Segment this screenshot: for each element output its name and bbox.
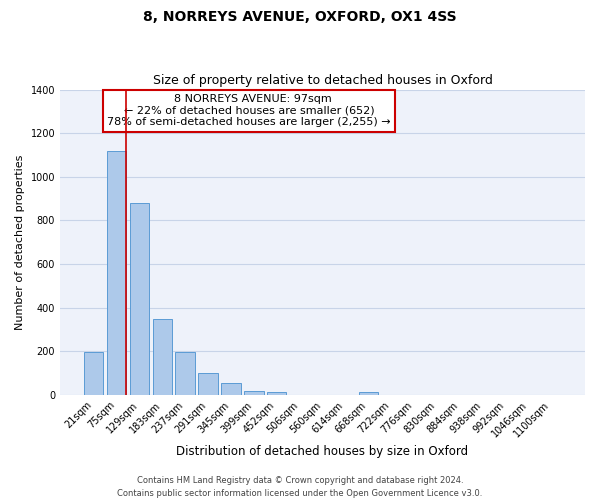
Bar	[267, 392, 286, 395]
Bar	[359, 392, 378, 395]
Text: 8 NORREYS AVENUE: 97sqm
← 22% of detached houses are smaller (652)
78% of semi-d: 8 NORREYS AVENUE: 97sqm ← 22% of detache…	[107, 94, 391, 128]
Y-axis label: Number of detached properties: Number of detached properties	[15, 154, 25, 330]
Text: 8, NORREYS AVENUE, OXFORD, OX1 4SS: 8, NORREYS AVENUE, OXFORD, OX1 4SS	[143, 10, 457, 24]
Bar	[130, 203, 149, 395]
Text: Contains HM Land Registry data © Crown copyright and database right 2024.
Contai: Contains HM Land Registry data © Crown c…	[118, 476, 482, 498]
Bar	[152, 318, 172, 395]
Bar	[175, 352, 195, 395]
Title: Size of property relative to detached houses in Oxford: Size of property relative to detached ho…	[152, 74, 493, 87]
Bar	[199, 373, 218, 395]
Bar	[84, 352, 103, 395]
X-axis label: Distribution of detached houses by size in Oxford: Distribution of detached houses by size …	[176, 444, 469, 458]
Bar	[244, 390, 263, 395]
Bar	[221, 383, 241, 395]
Bar	[107, 150, 126, 395]
